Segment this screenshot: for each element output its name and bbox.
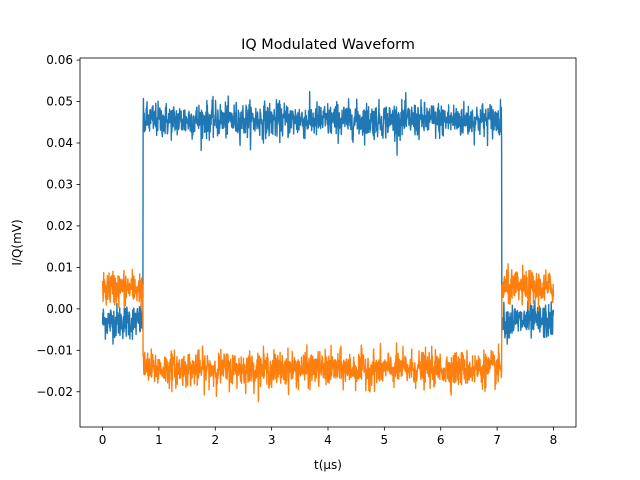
y-axis-title: I/Q(mV) <box>10 219 24 265</box>
x-tick-label: 0 <box>99 433 107 447</box>
y-tick-label: 0.01 <box>46 260 73 274</box>
series-line-blue <box>101 90 555 345</box>
x-tick-label: 6 <box>437 433 445 447</box>
series-line-orange <box>101 263 555 403</box>
y-axis-ticks: −0.02 −0.01 0.00 0.01 0.02 0.03 0.04 0.05 0.06 <box>36 53 80 399</box>
y-tick-label: 0.05 <box>46 95 73 109</box>
x-axis-title: t(μs) <box>314 458 342 472</box>
y-tick-label: 0.03 <box>46 177 73 191</box>
chart-title: IQ Modulated Waveform <box>241 37 415 53</box>
x-axis-ticks: 0 1 2 3 4 5 6 7 8 <box>99 427 558 447</box>
x-tick-label: 5 <box>381 433 389 447</box>
series-layer <box>101 90 555 403</box>
x-tick-label: 7 <box>493 433 501 447</box>
y-tick-label: 0.00 <box>46 302 73 316</box>
x-tick-label: 3 <box>268 433 276 447</box>
y-tick-label: 0.04 <box>46 136 73 150</box>
y-tick-label: 0.02 <box>46 219 73 233</box>
x-tick-label: 4 <box>324 433 332 447</box>
x-tick-label: 2 <box>211 433 219 447</box>
y-tick-label: −0.02 <box>36 385 73 399</box>
y-tick-label: −0.01 <box>36 343 73 357</box>
x-tick-label: 8 <box>550 433 558 447</box>
y-tick-label: 0.06 <box>46 53 73 67</box>
plot-frame <box>79 57 577 428</box>
x-tick-label: 1 <box>155 433 163 447</box>
